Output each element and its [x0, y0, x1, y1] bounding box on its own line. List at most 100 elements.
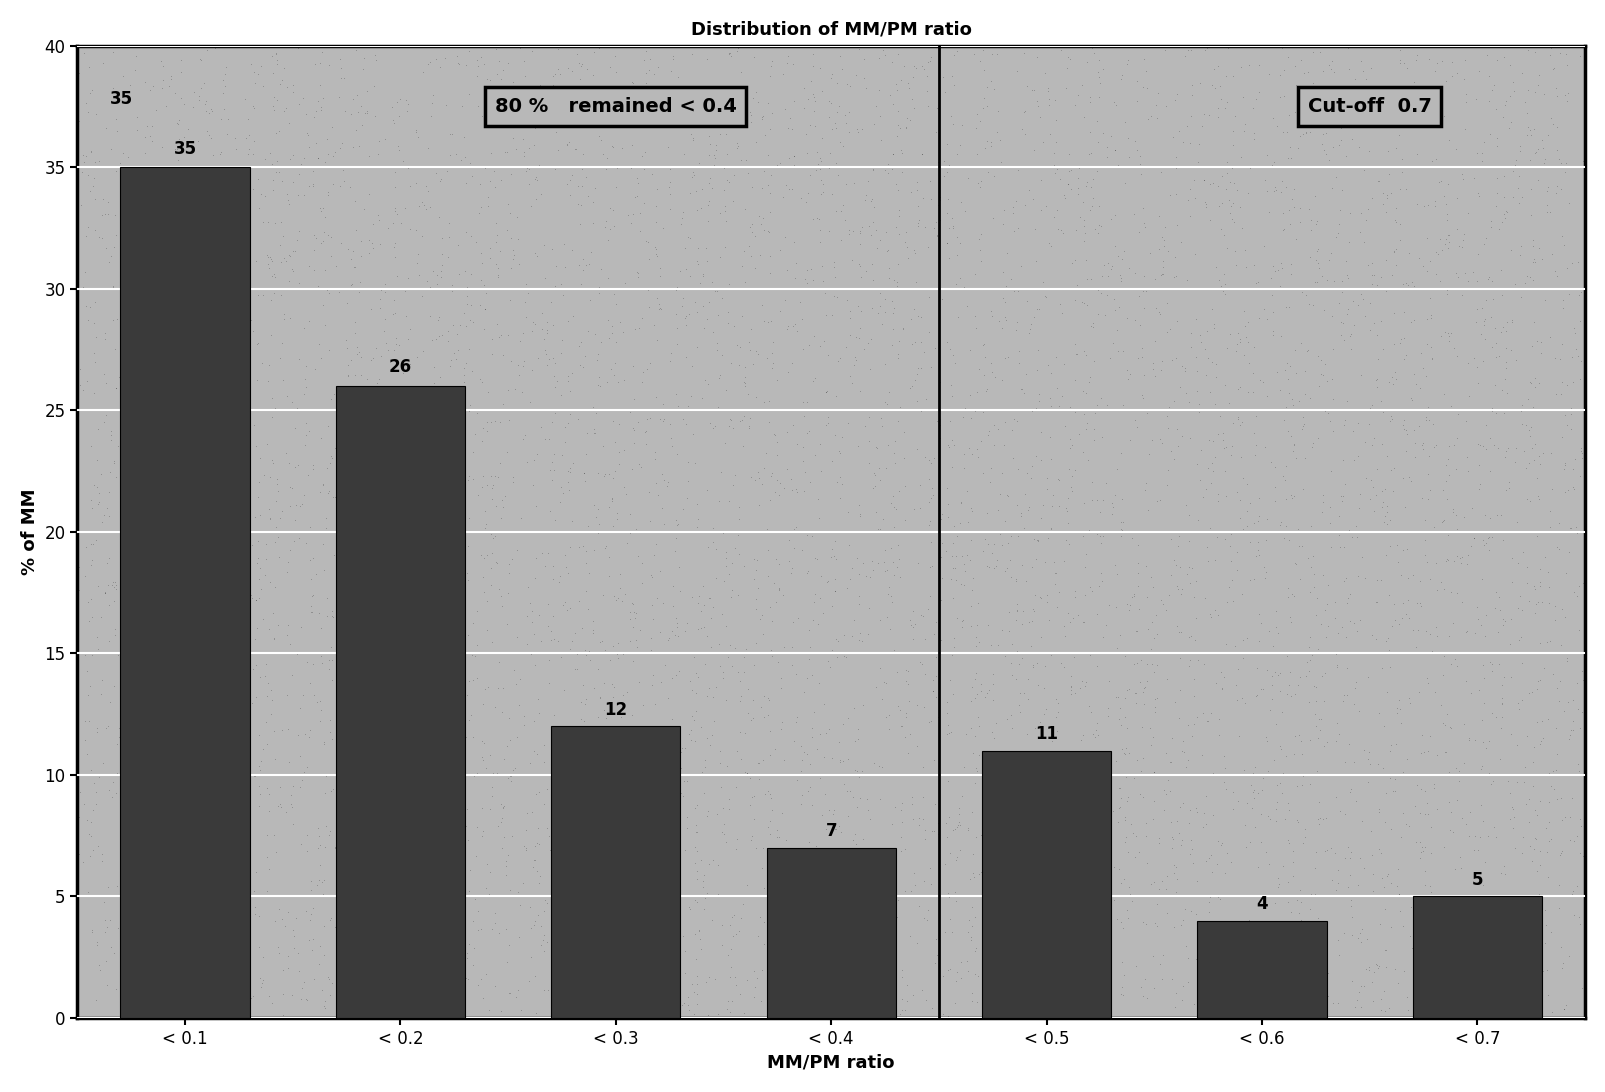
Point	[438, 810, 464, 828]
Point	[525, 819, 551, 836]
Point	[990, 1006, 1016, 1023]
Point	[1268, 740, 1294, 758]
Point	[860, 755, 886, 772]
Point	[729, 411, 754, 428]
Point	[880, 566, 905, 583]
Point	[1494, 966, 1520, 984]
Point	[1241, 130, 1266, 147]
Point	[1481, 954, 1507, 972]
Point	[308, 98, 334, 116]
Point	[366, 370, 392, 388]
Point	[422, 525, 448, 543]
Point	[700, 851, 725, 868]
Point	[1109, 977, 1135, 995]
Point	[526, 704, 552, 722]
Point	[82, 190, 108, 207]
Point	[652, 997, 677, 1014]
Point	[541, 512, 567, 530]
Point	[1416, 289, 1441, 307]
Point	[950, 460, 976, 477]
Point	[438, 500, 464, 518]
Point	[953, 546, 979, 563]
Point	[865, 460, 891, 477]
Point	[913, 83, 939, 100]
Point	[685, 594, 711, 612]
Point	[518, 645, 544, 663]
Point	[875, 898, 900, 915]
Point	[626, 175, 652, 192]
Point	[1514, 727, 1539, 745]
Point	[573, 257, 599, 274]
Point	[579, 625, 605, 642]
Point	[456, 935, 481, 952]
Point	[610, 975, 636, 993]
Point	[780, 156, 806, 174]
Point	[75, 58, 101, 75]
Point	[1071, 342, 1096, 359]
Point	[934, 496, 960, 513]
Point	[130, 640, 156, 657]
Point	[766, 486, 791, 503]
Point	[777, 109, 802, 127]
Point	[944, 817, 969, 834]
Point	[642, 726, 668, 744]
Point	[1167, 650, 1193, 667]
Point	[1509, 188, 1534, 205]
Point	[127, 532, 152, 549]
Point	[724, 336, 750, 354]
Point	[1188, 333, 1213, 351]
Point	[761, 574, 786, 592]
Point	[483, 40, 509, 58]
Point	[494, 770, 520, 787]
Point	[143, 462, 169, 479]
Point	[1101, 94, 1127, 111]
Point	[1273, 179, 1298, 197]
Point	[827, 489, 852, 507]
Point	[117, 76, 143, 94]
Point	[888, 144, 913, 162]
Point	[291, 887, 316, 904]
Point	[586, 930, 612, 948]
Point	[827, 873, 852, 890]
Point	[1358, 846, 1384, 864]
Point	[536, 828, 562, 845]
Point	[1024, 654, 1050, 672]
Point	[1247, 680, 1273, 698]
Point	[257, 573, 282, 591]
Point	[753, 444, 778, 462]
Point	[1375, 658, 1401, 676]
Point	[380, 111, 406, 129]
Point	[185, 676, 210, 693]
Point	[974, 923, 1000, 940]
Point	[1058, 162, 1083, 179]
Point	[1297, 583, 1323, 601]
Point	[740, 356, 766, 373]
Point	[1306, 809, 1332, 827]
Point	[1355, 668, 1380, 686]
Point	[899, 630, 924, 648]
Point	[867, 81, 892, 98]
Point	[427, 173, 453, 190]
Point	[194, 487, 220, 505]
Point	[1162, 349, 1188, 367]
Point	[851, 341, 876, 358]
Point	[1469, 876, 1494, 893]
Point	[796, 473, 822, 490]
Point	[937, 107, 963, 124]
Point	[1175, 191, 1201, 209]
Point	[1555, 286, 1581, 304]
Point	[183, 322, 209, 340]
Point	[1443, 264, 1469, 282]
Point	[1432, 230, 1457, 248]
Point	[1124, 418, 1149, 436]
Point	[891, 477, 916, 495]
Point	[661, 627, 687, 644]
Point	[1082, 221, 1107, 238]
Point	[388, 422, 414, 439]
Point	[1162, 185, 1188, 202]
Point	[941, 685, 966, 702]
Point	[1514, 574, 1539, 592]
Point	[1279, 867, 1305, 885]
Point	[1207, 891, 1233, 909]
Point	[120, 987, 146, 1005]
